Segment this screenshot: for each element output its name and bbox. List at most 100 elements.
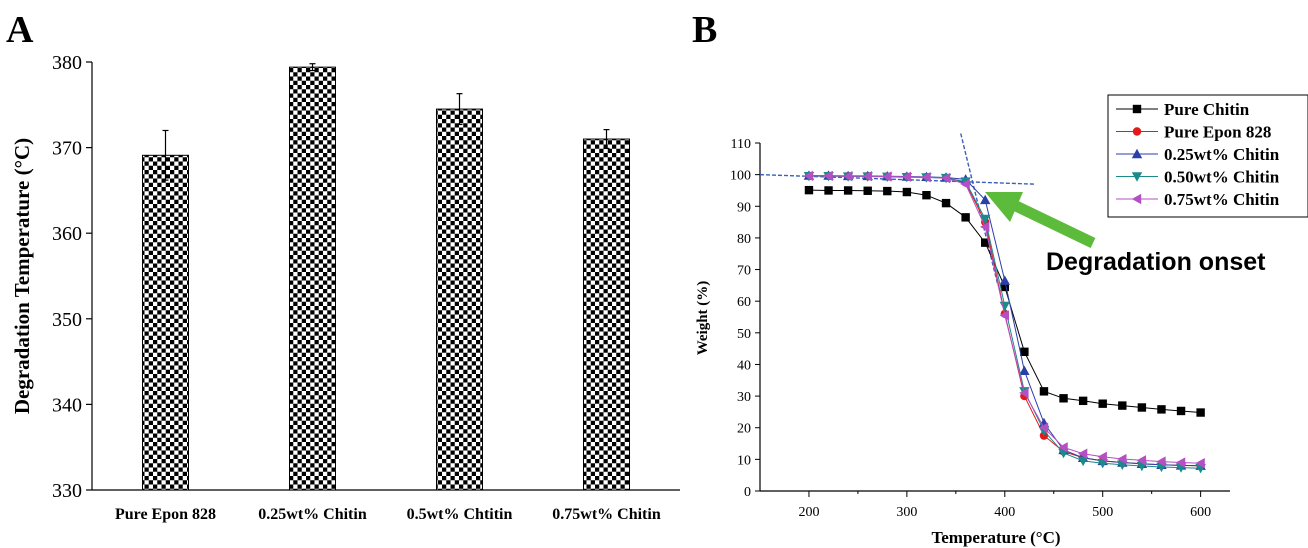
series-0-75wt-chitin: [803, 170, 1205, 469]
x-tick-label-b: 600: [1190, 505, 1211, 520]
data-point: [1038, 422, 1049, 433]
x-tick-label-a: 0.5wt% Chtitin: [407, 506, 513, 523]
annotation-text: Degradation onset: [1046, 248, 1266, 276]
series-pure-chitin: [804, 185, 1205, 417]
bar-chart-a: 330 340 350 360 370 380 Pure Epon 828 0.25wt% …: [10, 52, 680, 523]
y-tick-label-b: 30: [737, 390, 751, 405]
degradation-onset-annotation: Degradation onset: [985, 192, 1266, 276]
series-line: [808, 189, 1201, 413]
data-point: [922, 191, 931, 200]
data-point: [960, 178, 970, 190]
legend-box: [1107, 94, 1308, 218]
data-point: [1175, 457, 1186, 468]
data-point: [1131, 148, 1143, 159]
series-line: [809, 175, 1201, 469]
y-tick-label-a: 350: [52, 309, 82, 331]
data-point: [1020, 347, 1029, 356]
y-tick-label-b: 20: [737, 422, 751, 437]
x-tick-label-b: 300: [896, 505, 917, 520]
data-point: [1039, 387, 1049, 396]
data-point: [1137, 403, 1147, 412]
data-point: [1156, 456, 1166, 467]
y-tick-label-b: 90: [737, 200, 751, 215]
data-point: [1059, 394, 1068, 403]
annotation-arrow-head: [985, 192, 1023, 222]
data-point: [1132, 104, 1142, 114]
data-point: [999, 301, 1010, 312]
data-point: [999, 275, 1010, 285]
series-line: [809, 175, 1201, 467]
y-tick-label-b: 50: [737, 327, 751, 342]
y-tick-label-b: 100: [730, 169, 751, 184]
data-point: [843, 186, 853, 195]
series-line: [809, 175, 1201, 467]
data-point: [1176, 406, 1186, 416]
data-point: [941, 198, 951, 208]
data-point: [862, 171, 872, 182]
y-tick-label-a: 360: [52, 223, 82, 245]
data-point: [824, 186, 833, 195]
series-line: [809, 175, 1201, 464]
data-point: [1117, 453, 1127, 465]
y-tick-label-a: 330: [52, 480, 82, 502]
legend-label: 0.50wt% Chitin: [1164, 168, 1280, 187]
bar: [289, 66, 336, 491]
data-point: [1196, 408, 1205, 417]
data-point: [1131, 172, 1143, 182]
data-point: [1132, 127, 1142, 136]
y-tick-label-b: 70: [737, 264, 751, 279]
x-tick-label-a: 0.25wt% Chitin: [258, 506, 367, 523]
data-point: [1118, 401, 1127, 410]
data-point: [1078, 396, 1088, 406]
data-point: [1131, 193, 1142, 205]
data-point: [921, 171, 931, 183]
data-point: [1000, 282, 1009, 292]
x-tick-label-a: 0.75wt% Chitin: [552, 506, 661, 523]
y-axis-label-a: Degradation Temperature (°C): [10, 138, 34, 414]
legend: Pure Chitin Pure Epon 828 0.25wt% Chitin 0.…: [1107, 94, 1308, 218]
x-tick-label-b: 200: [798, 505, 819, 520]
data-point: [1019, 365, 1030, 375]
bar: [583, 138, 630, 491]
data-point: [902, 187, 912, 197]
data-point: [1097, 458, 1108, 469]
annotation-arrow-shaft: [1013, 201, 1096, 248]
data-point: [901, 171, 912, 183]
y-tick-label-b: 10: [737, 453, 751, 468]
data-point: [1058, 442, 1068, 453]
data-point: [940, 172, 951, 184]
data-point: [842, 171, 853, 182]
data-point: [980, 194, 991, 205]
data-point: [823, 170, 833, 182]
y-tick-label-b: 40: [737, 358, 751, 373]
legend-label: 0.25wt% Chitin: [1164, 145, 1280, 164]
legend-label: 0.75wt% Chitin: [1164, 190, 1280, 209]
y-tick-label-b: 60: [737, 295, 751, 310]
data-point: [1019, 387, 1029, 399]
data-point: [961, 213, 970, 222]
line-chart-b: 0 10 20 30 40 50 60 70 80 90 100 110 200 300 400 500 600…: [695, 94, 1308, 547]
y-tick-label-b: 110: [731, 137, 751, 152]
x-tick-label-a: Pure Epon 828: [115, 506, 216, 523]
data-point: [1077, 448, 1088, 459]
y-tick-label-a: 370: [52, 138, 82, 160]
x-tick-label-b: 500: [1092, 505, 1113, 520]
data-point: [1077, 456, 1089, 467]
y-axis-label-b: Weight (%): [695, 281, 711, 356]
legend-label: Pure Chitin: [1164, 100, 1250, 119]
x-axis-label-b: Temperature (°C): [931, 528, 1060, 547]
panel-label-a: A: [6, 9, 34, 51]
panel-label-b: B: [692, 9, 717, 51]
bar: [436, 108, 483, 491]
data-point: [803, 170, 814, 182]
data-point: [1195, 457, 1205, 469]
data-point: [863, 186, 872, 195]
x-tick-label-b: 400: [994, 505, 1015, 520]
data-point: [804, 185, 814, 195]
data-point: [1098, 399, 1107, 408]
bar: [142, 154, 189, 491]
data-point: [883, 186, 892, 196]
data-point: [1136, 455, 1147, 466]
y-tick-label-b: 80: [737, 232, 751, 247]
